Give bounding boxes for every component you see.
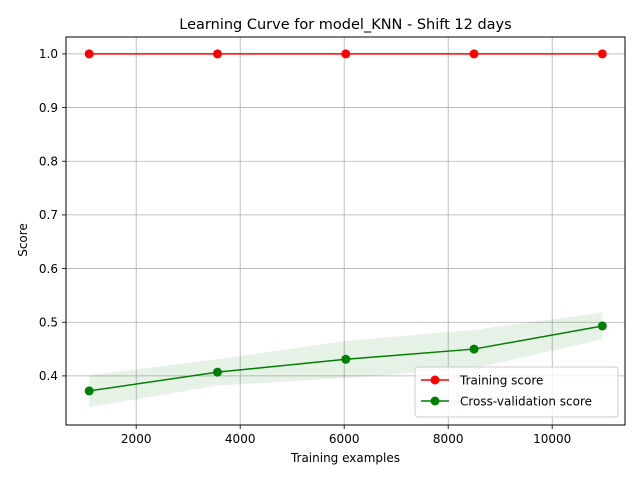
training-score-legend-marker bbox=[430, 375, 440, 385]
cross-validation-score-point bbox=[597, 321, 607, 331]
training-score-point bbox=[212, 49, 222, 59]
y-tick-label: 0.8 bbox=[39, 155, 58, 169]
series-points bbox=[84, 49, 607, 396]
x-tick-label: 8000 bbox=[433, 432, 464, 446]
legend-box bbox=[414, 366, 619, 418]
x-tick-label: 2000 bbox=[121, 432, 152, 446]
y-axis-ticks: 0.4 0.5 0.6 0.7 0.8 0.9 1.0 bbox=[39, 47, 66, 383]
plot-frame bbox=[65, 36, 626, 426]
x-tick-label: 4000 bbox=[225, 432, 256, 446]
y-tick-label: 0.6 bbox=[39, 262, 58, 276]
y-tick-label: 0.7 bbox=[39, 208, 58, 222]
x-axis-title: Training examples bbox=[290, 451, 400, 465]
x-axis-ticks: 2000 4000 6000 8000 10000 bbox=[121, 425, 571, 446]
cross-validation-score-point bbox=[469, 344, 479, 354]
x-tick-label: 6000 bbox=[329, 432, 360, 446]
training-score-legend-label: Training score bbox=[459, 374, 543, 388]
cross-validation-score-point bbox=[212, 367, 222, 377]
y-tick-label: 1.0 bbox=[39, 47, 58, 61]
training-score-point bbox=[341, 49, 351, 59]
y-tick-label: 0.9 bbox=[39, 101, 58, 115]
training-score-point bbox=[597, 49, 607, 59]
chart-title: Learning Curve for model_KNN - Shift 12 … bbox=[179, 17, 511, 33]
cross-validation-score-legend-label: Cross-validation score bbox=[460, 395, 592, 409]
legend: Training score Cross-validation score bbox=[414, 366, 619, 418]
y-tick-label: 0.5 bbox=[39, 316, 58, 330]
y-axis-title: Score bbox=[16, 223, 30, 257]
grid-lines bbox=[66, 37, 625, 425]
cross-validation-score-legend-marker bbox=[430, 396, 440, 406]
training-score-point bbox=[84, 49, 94, 59]
x-tick-label: 10000 bbox=[533, 432, 571, 446]
cross-validation-score-point bbox=[84, 386, 94, 396]
y-tick-label: 0.4 bbox=[39, 369, 58, 383]
training-score-point bbox=[469, 49, 479, 59]
cross-validation-score-point bbox=[341, 354, 351, 364]
